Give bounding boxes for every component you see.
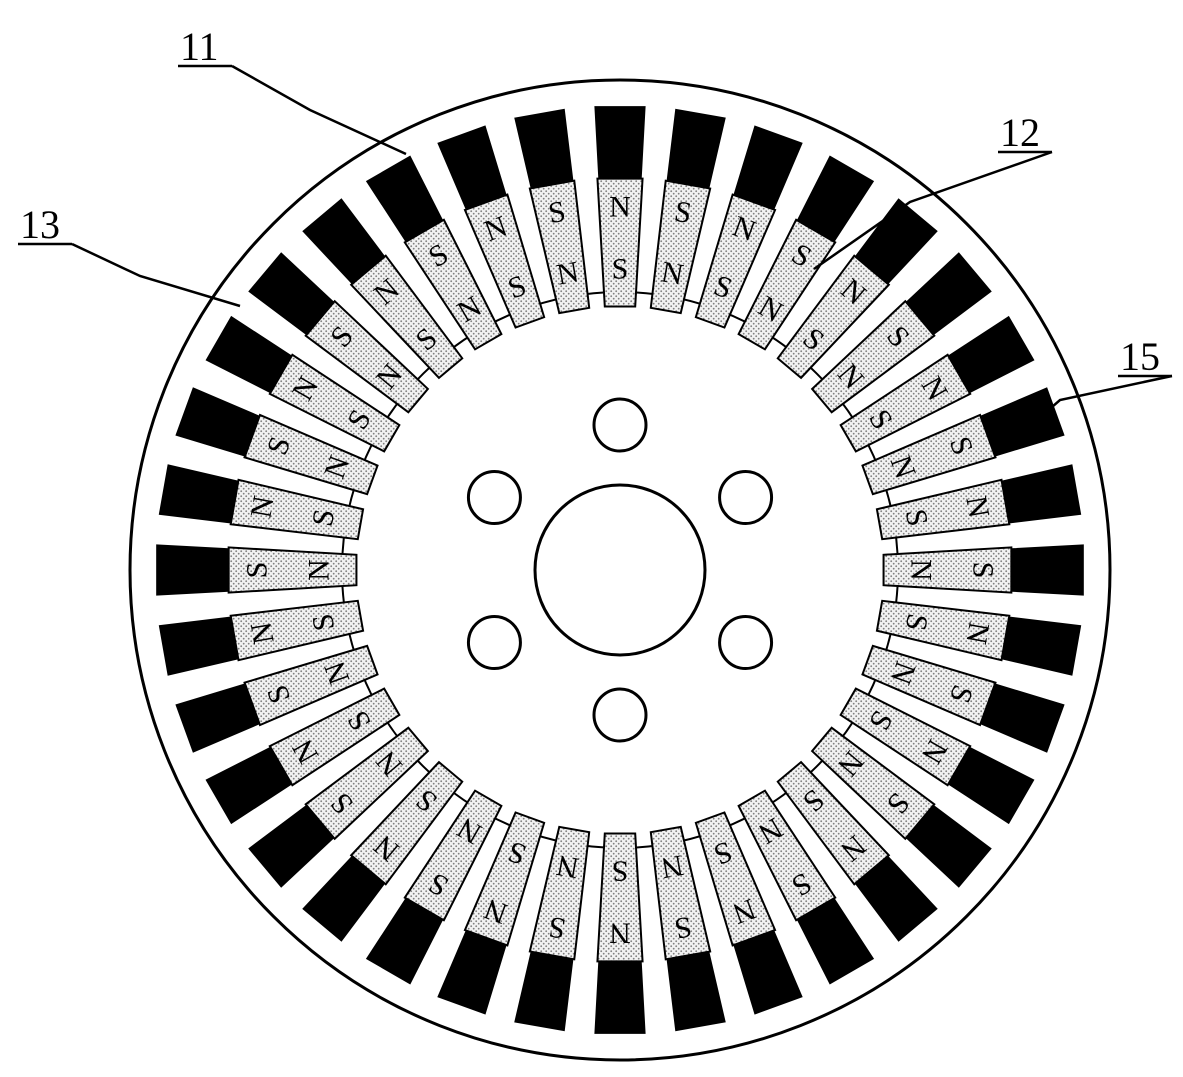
outer-block [515, 950, 573, 1031]
rotor-diagram: NSSNNSSNNSSNNSSNNSSNNSSNNSSNNSSNNSSNNSSN… [0, 0, 1183, 1077]
outer-block [1009, 545, 1083, 595]
pole-label: S [612, 855, 629, 888]
outer-block [1000, 617, 1081, 675]
callout-label: 15 [1120, 334, 1160, 379]
bolt-hole [720, 617, 772, 669]
pole-label: S [612, 253, 629, 286]
outer-block [595, 107, 645, 181]
callout-leader [232, 66, 406, 154]
outer-block [1000, 465, 1081, 523]
bolt-hole [468, 472, 520, 524]
pole-label: N [609, 191, 631, 224]
callout-label: 11 [180, 24, 219, 69]
pole-label: N [609, 917, 631, 950]
outer-block [159, 617, 240, 675]
center-hole [535, 485, 705, 655]
outer-block [159, 465, 240, 523]
callout-label: 12 [1000, 110, 1040, 155]
outer-block [667, 950, 725, 1031]
callout-label: 13 [20, 202, 60, 247]
bolt-hole [594, 689, 646, 741]
bolt-hole [720, 472, 772, 524]
hub-disk-outline [342, 292, 898, 848]
outer-block [667, 109, 725, 190]
outer-block [515, 109, 573, 190]
pole-label: N [303, 559, 336, 581]
pole-label: N [905, 559, 938, 581]
outer-block [595, 959, 645, 1033]
pole-label: S [967, 562, 1000, 579]
outer-block [157, 545, 231, 595]
bolt-hole [594, 399, 646, 451]
pole-label: S [241, 562, 274, 579]
bolt-hole [468, 617, 520, 669]
